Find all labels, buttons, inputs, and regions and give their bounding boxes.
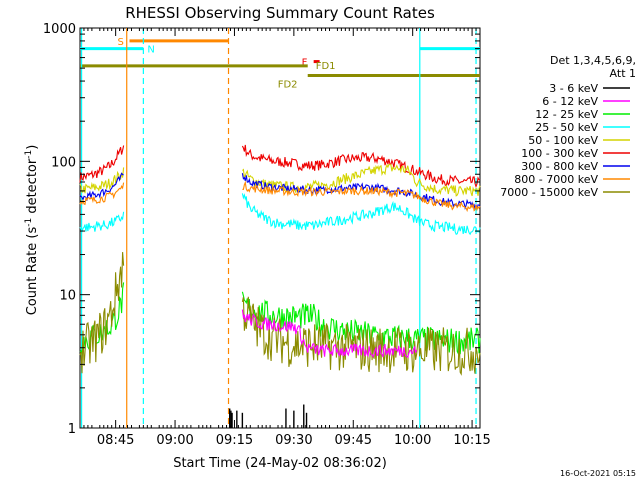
footer-timestamp: 16-Oct-2021 05:15 (560, 469, 636, 478)
legend-header: Att 1 (610, 67, 636, 80)
x-tick-label: 09:15 (216, 433, 253, 448)
legend-label: 25 - 50 keV (535, 121, 598, 134)
series-line (79, 182, 125, 206)
x-tick-label: 10:00 (394, 433, 431, 448)
series-line (241, 193, 481, 236)
legend-label: 3 - 6 keV (549, 82, 598, 95)
y-axis-label-main: Count Rate (s (25, 227, 40, 316)
legend-label: 7000 - 15000 keV (500, 186, 598, 199)
y-axis-label: Count Rate (s-1 detector-1) (24, 145, 40, 316)
flag-label-s: S (118, 37, 124, 48)
axes: 1 10 100 1000 08:45 09:00 09:15 09:30 09:45 10:00… (43, 22, 491, 448)
y-tick-label: 100 (51, 155, 76, 170)
legend-header: Det 1,3,4,5,6,9, (550, 54, 636, 67)
y-tick-label: 1 (68, 422, 76, 437)
chart-title: RHESSI Observing Summary Count Rates (125, 4, 435, 22)
series-layer (79, 144, 481, 428)
x-tick-label: 09:45 (335, 433, 372, 448)
flag-label-f: F (302, 58, 308, 69)
series-line (241, 291, 481, 356)
series-line (241, 296, 481, 376)
legend-label: 100 - 300 keV (521, 147, 598, 160)
series-line (241, 309, 418, 359)
flag-label-n: N (147, 45, 154, 56)
x-axis-label: Start Time (24-May-02 08:36:02) (173, 456, 387, 471)
series-line (79, 252, 125, 374)
x-tick-label: 09:00 (156, 433, 193, 448)
y-tick-label: 1000 (43, 22, 76, 37)
y-axis-label-end: ) (25, 145, 40, 150)
flag-label-fd1: FD1 (316, 61, 336, 72)
series-line (79, 145, 125, 183)
series-line (241, 144, 481, 189)
y-axis-label-exp1: -1 (24, 218, 34, 227)
legend-label: 6 - 12 keV (542, 95, 598, 108)
y-tick-label: 10 (59, 289, 76, 304)
y-axis-label-mid: detector (25, 158, 40, 218)
series-line (79, 211, 125, 233)
series-line (242, 180, 481, 213)
y-axis-label-exp2: -1 (24, 150, 34, 159)
x-tick-label: 09:30 (275, 433, 312, 448)
x-tick-label: 10:15 (453, 433, 490, 448)
legend-label: 300 - 800 keV (521, 160, 598, 173)
flag-label-fd2: FD2 (278, 80, 298, 91)
flag-bars: S N F FD1 FD2 (80, 37, 480, 91)
legend-label: 12 - 25 keV (535, 108, 598, 121)
legend-label: 800 - 7000 keV (514, 173, 598, 186)
x-tick-label: 08:45 (97, 433, 134, 448)
legend-label: 50 - 100 keV (528, 134, 598, 147)
